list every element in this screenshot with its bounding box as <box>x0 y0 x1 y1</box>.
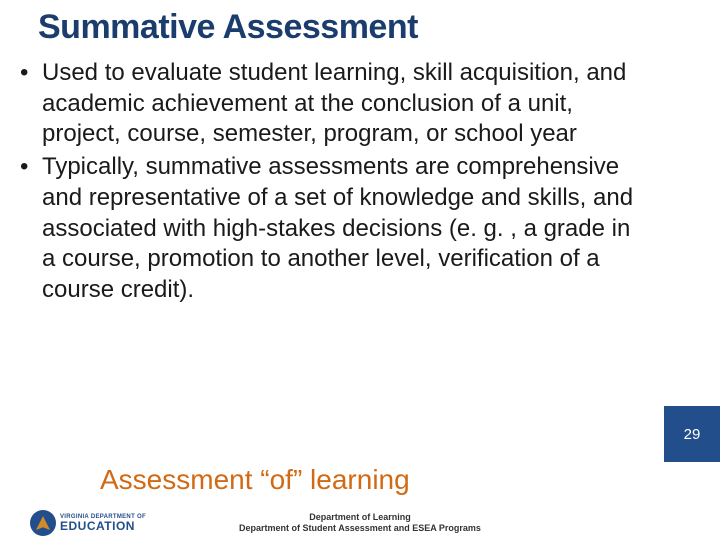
bullet-item: Used to evaluate student learning, skill… <box>18 58 645 150</box>
bullet-item: Typically, summative assessments are com… <box>18 152 645 306</box>
slide-title: Summative Assessment <box>38 8 418 47</box>
footer-line-1: Department of Learning <box>0 512 720 523</box>
bullet-list: Used to evaluate student learning, skill… <box>18 58 645 306</box>
slide-body: Used to evaluate student learning, skill… <box>18 58 645 308</box>
page-number-box: 29 <box>664 406 720 462</box>
slide-subtitle: Assessment “of” learning <box>100 464 410 496</box>
footer-line-2: Department of Student Assessment and ESE… <box>0 523 720 534</box>
footer: Department of Learning Department of Stu… <box>0 512 720 535</box>
slide: Summative Assessment Used to evaluate st… <box>0 0 720 540</box>
page-number: 29 <box>684 426 701 443</box>
